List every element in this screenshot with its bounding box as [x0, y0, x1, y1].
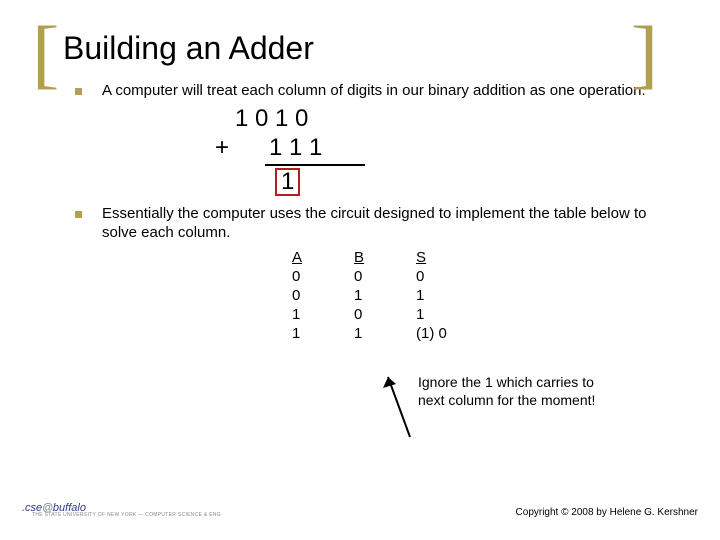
td: (1) 0 — [391, 325, 472, 342]
note-line-1: Ignore the 1 which carries to — [418, 374, 595, 392]
footer-logo: .cse@buffalo THE STATE UNIVERSITY OF NEW… — [22, 502, 221, 518]
td: 0 — [329, 268, 389, 285]
arith-row-1: 1 0 1 0 — [215, 105, 665, 134]
td: 0 — [391, 268, 472, 285]
td: 1 — [267, 306, 327, 323]
arith-plus: + — [215, 134, 229, 161]
table-row: 0 1 1 — [267, 287, 472, 304]
th-s: S — [391, 249, 472, 266]
td: 1 — [267, 325, 327, 342]
bullet-square-icon — [75, 88, 82, 95]
bracket-right-icon: ] — [630, 16, 658, 93]
slide: [ Building an Adder ] A computer will tr… — [0, 0, 720, 540]
td: 0 — [329, 306, 389, 323]
table-row: 1 1 (1) 0 — [267, 325, 472, 342]
bullet-item: A computer will treat each column of dig… — [75, 82, 665, 101]
td: 0 — [267, 287, 327, 304]
bullet-item: Essentially the computer uses the circui… — [75, 205, 665, 243]
logo-subtext: THE STATE UNIVERSITY OF NEW YORK — COMPU… — [32, 512, 221, 518]
arith-result-row: 1 — [215, 168, 665, 197]
binary-arithmetic: 1 0 1 0 + 1 1 1 1 — [75, 105, 665, 197]
arrow-icon — [380, 372, 420, 442]
td: 1 — [329, 325, 389, 342]
bullet-text-2: Essentially the computer uses the circui… — [102, 205, 665, 243]
carry-note: Ignore the 1 which carries to next colum… — [418, 374, 595, 409]
bullet-square-icon — [75, 211, 82, 218]
table-header-row: A B S — [267, 249, 472, 266]
td: 1 — [329, 287, 389, 304]
td: 0 — [267, 268, 327, 285]
note-line-2: next column for the moment! — [418, 392, 595, 410]
slide-body: A computer will treat each column of dig… — [55, 82, 665, 344]
arith-row-2: + 1 1 1 — [215, 134, 665, 163]
table-row: 0 0 0 — [267, 268, 472, 285]
arith-addend: 1 1 1 — [229, 134, 322, 161]
arith-rule-line — [265, 164, 365, 166]
bracket-left-icon: [ — [32, 16, 60, 93]
truth-table: A B S 0 0 0 0 1 1 1 0 1 1 1 (1) — [265, 247, 474, 344]
copyright-text: Copyright © 2008 by Helene G. Kershner — [516, 507, 698, 518]
result-highlight-box: 1 — [275, 168, 300, 196]
bullet-text-1: A computer will treat each column of dig… — [102, 82, 665, 101]
title-row: [ Building an Adder ] — [55, 30, 665, 67]
td: 1 — [391, 287, 472, 304]
arith-result-pad — [215, 168, 275, 195]
th-a: A — [267, 249, 327, 266]
slide-title: Building an Adder — [55, 30, 665, 67]
table-row: 1 0 1 — [267, 306, 472, 323]
th-b: B — [329, 249, 389, 266]
td: 1 — [391, 306, 472, 323]
